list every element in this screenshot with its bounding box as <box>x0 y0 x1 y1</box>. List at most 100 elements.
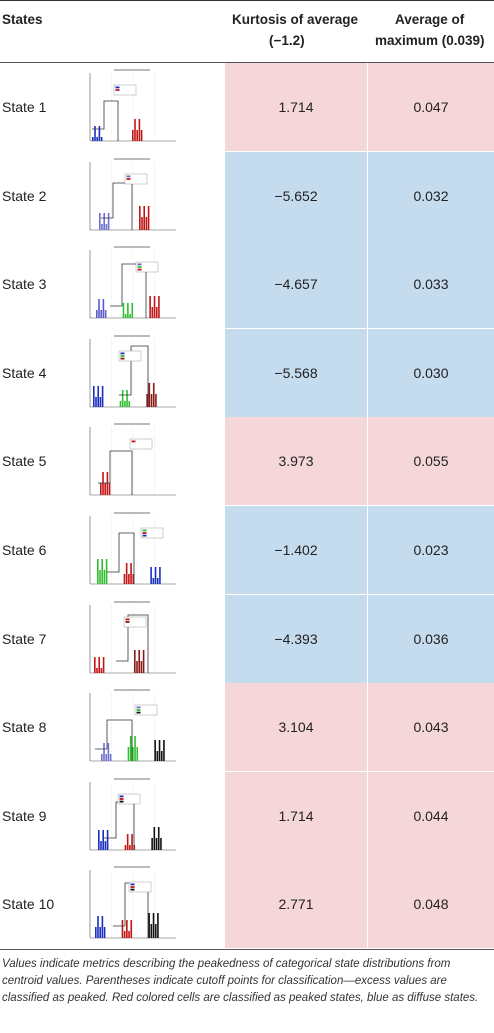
state-label: State 3 <box>2 276 47 293</box>
plot-histogram-bar <box>132 747 134 762</box>
state-plot-thumbnail <box>84 155 180 236</box>
plot-histogram-bar <box>136 747 139 762</box>
plot-histogram-bar <box>128 400 131 407</box>
state-plot-thumbnail <box>84 332 180 413</box>
cell-divider <box>367 151 368 240</box>
kurtosis-cell: 1.714 <box>225 63 367 151</box>
plot-histogram-bar <box>158 740 161 762</box>
plot-histogram-bar <box>134 649 136 673</box>
plot-legend-swatch <box>130 886 135 889</box>
header-max-line2: maximum (0.039) <box>375 33 485 48</box>
plot-histogram-bar <box>101 223 103 230</box>
table-bottom-rule <box>0 949 494 950</box>
plot-histogram-bar <box>105 559 108 584</box>
plot-legend-swatch <box>126 177 131 180</box>
plot-histogram-bar <box>129 844 131 850</box>
plot-legend <box>124 173 148 184</box>
plot-histogram-bar <box>102 656 105 673</box>
plot-step-outline <box>92 100 119 141</box>
state-label: State 2 <box>2 187 47 204</box>
plot-histogram-bar <box>101 916 104 939</box>
plot-histogram-bar <box>122 303 125 319</box>
plot-histogram-bar <box>153 826 156 850</box>
table-row: State 3 −4.657 0.033 <box>0 240 494 329</box>
plot-legend-swatch <box>142 534 147 537</box>
cell-divider <box>367 594 368 683</box>
plot-step-outline <box>101 182 133 230</box>
plot-step-outline <box>95 719 133 762</box>
plot-histogram-bar <box>124 400 126 407</box>
plot-histogram-bar <box>148 382 151 407</box>
plot-histogram-bar <box>128 931 130 939</box>
header-kurtosis-line1: Kurtosis of average <box>232 12 359 27</box>
plot-histogram-bar <box>106 829 109 850</box>
state-label: State 8 <box>2 719 47 736</box>
state-label: State 7 <box>2 630 47 647</box>
plot-histogram-bar <box>130 920 133 939</box>
plot-histogram-bar <box>121 389 124 407</box>
plot-histogram-bar <box>103 743 105 762</box>
plot-title-mark <box>114 512 150 514</box>
plot-histogram-bar <box>140 660 143 673</box>
max-cell: 0.036 <box>368 594 494 683</box>
plot-histogram-bar <box>96 310 98 319</box>
state-label: State 5 <box>2 453 47 470</box>
state-plot <box>84 332 180 413</box>
plot-histogram-bar <box>98 126 101 141</box>
plot-histogram-bar <box>134 119 136 141</box>
cell-divider <box>367 63 368 151</box>
plot-legend-swatch <box>136 711 141 714</box>
plot-histogram-bar <box>97 916 99 939</box>
state-label: State 9 <box>2 807 47 824</box>
plot-histogram-bar <box>148 913 150 939</box>
plot-legend-swatch <box>125 620 130 623</box>
plot-histogram-bar <box>130 563 132 584</box>
table-row: State 6 −1.402 0.023 <box>0 506 494 594</box>
table-header: States Kurtosis of average (−1.2) Averag… <box>0 0 494 63</box>
plot-histogram-bar <box>104 483 106 496</box>
plot-histogram-bar <box>109 754 112 762</box>
state-plot-thumbnail <box>84 421 180 502</box>
cell-divider <box>367 506 368 594</box>
kurtosis-cell: −4.393 <box>225 594 367 683</box>
plot-histogram-bar <box>107 212 110 230</box>
plot-histogram-bar <box>97 385 99 407</box>
kurtosis-cell: 3.104 <box>225 683 367 772</box>
max-cell: 0.032 <box>368 151 494 240</box>
state-plot <box>84 598 180 679</box>
plot-legend <box>118 350 142 361</box>
state-plot-thumbnail <box>84 687 180 768</box>
kurtosis-cell: 1.714 <box>225 771 367 860</box>
state-plot <box>84 775 180 856</box>
cell-divider <box>367 240 368 329</box>
plot-step-outline <box>107 532 135 584</box>
plot-histogram-bar <box>143 205 145 230</box>
plot-histogram-bar <box>151 307 154 319</box>
table-row: State 2 −5.652 0.032 <box>0 151 494 240</box>
plot-step-outline <box>110 263 147 319</box>
plot-histogram-bar <box>123 931 126 939</box>
state-plot <box>84 244 180 325</box>
state-plot <box>84 155 180 236</box>
plot-histogram-bar <box>94 126 96 141</box>
plot-title-mark <box>114 689 150 692</box>
plot-histogram-bar <box>100 840 102 850</box>
max-cell: 0.043 <box>368 683 494 772</box>
plot-histogram-bar <box>104 840 107 850</box>
plot-histogram-bar <box>103 927 106 939</box>
table-row: State 10 2.771 0.048 <box>0 860 494 949</box>
state-plot-thumbnail <box>84 244 180 325</box>
plot-legend <box>135 261 159 273</box>
plot-histogram-bar <box>150 567 152 584</box>
plot-legend <box>128 882 152 893</box>
plot-histogram-bar <box>147 205 150 230</box>
plot-histogram-bar <box>126 833 129 850</box>
plot-legend-swatch <box>125 618 130 620</box>
max-cell: 0.048 <box>368 860 494 949</box>
plot-histogram-bar <box>151 837 153 850</box>
plot-title-mark <box>114 423 150 426</box>
plot-histogram-bar <box>131 833 133 850</box>
plot-histogram-bar <box>102 299 105 319</box>
plot-legend-swatch <box>126 175 131 177</box>
state-plot-thumbnail <box>84 67 180 147</box>
